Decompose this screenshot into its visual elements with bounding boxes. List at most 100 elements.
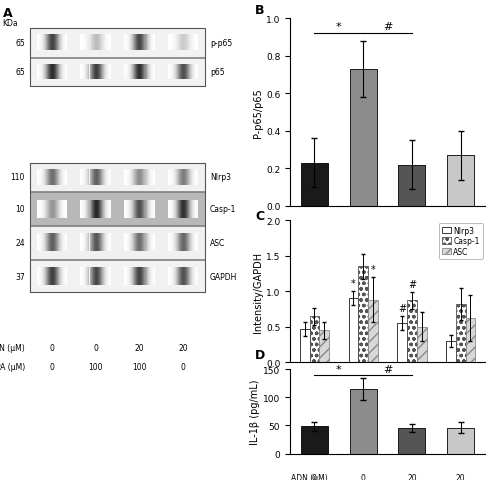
Bar	[46, 200, 47, 218]
Bar	[42, 200, 43, 218]
Bar	[125, 170, 126, 186]
Bar	[51, 234, 52, 252]
Bar	[52, 267, 53, 286]
Bar	[108, 200, 109, 218]
Bar	[133, 36, 134, 51]
Bar	[128, 65, 129, 80]
Bar	[125, 36, 126, 51]
Text: p-p65: p-p65	[210, 39, 232, 48]
Bar	[80, 65, 82, 80]
Bar	[126, 200, 127, 218]
Bar	[148, 200, 150, 218]
Bar	[51, 36, 52, 51]
Bar	[169, 65, 170, 80]
Bar	[180, 65, 181, 80]
Bar	[63, 36, 64, 51]
Bar	[181, 200, 182, 218]
Bar	[40, 234, 42, 252]
Bar	[196, 200, 198, 218]
Bar	[61, 234, 62, 252]
Y-axis label: P-p65/p65: P-p65/p65	[253, 88, 263, 138]
Bar	[84, 65, 86, 80]
Bar	[84, 234, 86, 252]
Bar	[138, 200, 140, 218]
Bar	[181, 267, 182, 286]
Bar	[130, 65, 131, 80]
Bar	[63, 267, 64, 286]
Bar	[186, 170, 187, 186]
Bar	[125, 65, 126, 80]
Bar	[56, 267, 57, 286]
Bar	[152, 200, 154, 218]
Bar	[57, 36, 58, 51]
Bar	[124, 234, 125, 252]
Bar	[80, 36, 82, 51]
Bar	[82, 36, 84, 51]
Bar	[188, 170, 189, 186]
Bar	[132, 36, 133, 51]
Bar	[60, 170, 61, 186]
Bar	[130, 36, 131, 51]
Bar	[86, 234, 88, 252]
Text: KDa: KDa	[2, 19, 18, 28]
Bar	[148, 65, 150, 80]
Text: 100: 100	[132, 363, 146, 372]
Bar	[180, 36, 181, 51]
Bar	[128, 200, 129, 218]
Bar	[56, 65, 57, 80]
Bar	[196, 267, 198, 286]
Bar	[49, 170, 50, 186]
Bar	[127, 170, 128, 186]
Bar	[53, 36, 54, 51]
Bar	[90, 36, 92, 51]
Bar	[48, 65, 49, 80]
Bar	[189, 36, 190, 51]
Bar	[124, 170, 125, 186]
Bar	[152, 170, 154, 186]
Bar	[104, 234, 105, 252]
Bar	[140, 234, 141, 252]
Bar	[100, 36, 102, 51]
Bar	[90, 200, 92, 218]
Bar	[140, 200, 141, 218]
Bar	[92, 234, 94, 252]
Bar	[53, 170, 54, 186]
Bar	[42, 36, 43, 51]
Bar	[61, 200, 62, 218]
Bar	[104, 267, 105, 286]
Bar	[131, 65, 132, 80]
Bar	[146, 65, 148, 80]
Bar	[60, 200, 61, 218]
Bar	[150, 234, 152, 252]
Bar	[98, 267, 100, 286]
Bar	[134, 170, 136, 186]
Bar	[180, 200, 181, 218]
Bar	[96, 65, 98, 80]
Bar	[46, 234, 47, 252]
Bar	[180, 267, 181, 286]
Bar	[168, 170, 169, 186]
Bar	[49, 200, 50, 218]
Bar	[38, 200, 40, 218]
Bar	[183, 234, 184, 252]
Bar	[49, 65, 50, 80]
Bar	[104, 36, 105, 51]
Bar	[181, 36, 182, 51]
Bar	[109, 267, 110, 286]
Bar	[184, 65, 185, 80]
Bar	[398, 165, 425, 206]
Bar	[190, 267, 192, 286]
Bar	[176, 36, 177, 51]
Bar	[174, 200, 175, 218]
Bar	[102, 200, 103, 218]
Bar	[152, 65, 154, 80]
Bar	[61, 36, 62, 51]
Bar	[183, 170, 184, 186]
Bar	[179, 267, 180, 286]
Bar	[50, 234, 51, 252]
Bar	[168, 267, 169, 286]
Bar	[187, 36, 188, 51]
Bar	[194, 234, 196, 252]
Bar	[60, 36, 61, 51]
Bar	[65, 200, 66, 218]
